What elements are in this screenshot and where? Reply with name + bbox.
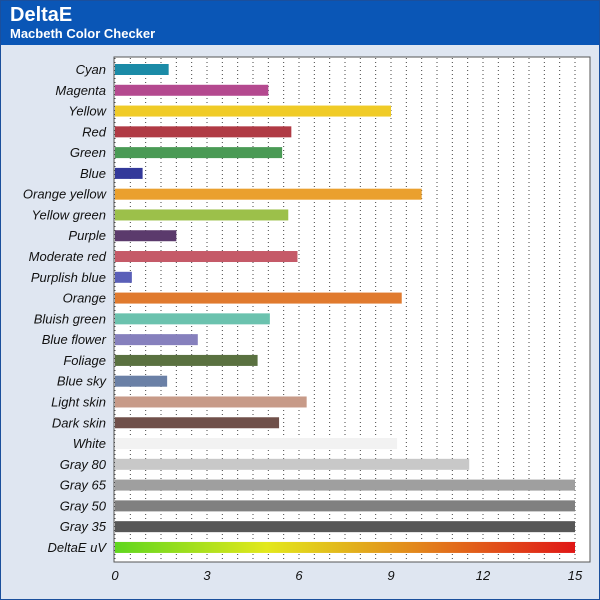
category-label: Blue [80,166,106,181]
category-label: Cyan [76,62,106,77]
category-label: Moderate red [29,249,107,264]
category-label: White [73,436,106,451]
chart-header: DeltaE Macbeth Color Checker [1,1,599,45]
bar-bluish-green [115,313,270,325]
bar-yellow-green [115,209,289,221]
bar-yellow [115,105,391,117]
x-tick-label: 3 [203,568,211,583]
bar-green [115,147,283,159]
x-tick-label: 0 [111,568,119,583]
category-label: Foliage [63,353,106,368]
bar-gray-50 [115,500,575,512]
plot-area [113,56,591,563]
bar-blue [115,167,143,179]
bar-gray-35 [115,521,575,533]
chart-title: DeltaE [10,4,73,26]
category-label: Orange yellow [23,187,108,202]
category-label: Yellow [68,104,107,119]
bar-red [115,126,292,138]
bar-orange-yellow [115,188,422,200]
category-label: Gray 35 [60,519,107,534]
x-tick-label: 12 [476,568,491,583]
bar-gray-80 [115,458,470,470]
bar-orange [115,292,402,304]
category-label: Yellow green [32,207,106,222]
x-tick-label: 6 [295,568,303,583]
bar-dark-skin [115,417,280,429]
bar-moderate-red [115,251,298,263]
bar-gray-65 [115,479,575,491]
bar-white [115,438,398,450]
category-label: Green [70,145,106,160]
category-label: Magenta [55,83,106,98]
x-tick-label: 15 [568,568,583,583]
category-label: Blue sky [57,374,108,389]
bar-blue-flower [115,334,198,346]
bar-cyan [115,64,169,75]
bar-deltae-uv [115,541,575,553]
category-label: Purple [68,228,106,243]
category-label: DeltaE uV [47,540,107,555]
bar-magenta [115,84,269,96]
category-label: Light skin [51,394,106,409]
category-label: Orange [63,291,106,306]
category-label: Gray 50 [60,498,107,513]
category-label: Purplish blue [31,270,106,285]
category-label: Dark skin [52,415,106,430]
category-label: Gray 80 [60,457,107,472]
chart-subtitle: Macbeth Color Checker [10,26,156,41]
x-tick-label: 9 [387,568,394,583]
category-label: Gray 65 [60,478,107,493]
bar-light-skin [115,396,307,408]
bar-purplish-blue [115,271,132,283]
category-label: Red [82,124,107,139]
category-label: Bluish green [34,311,106,326]
bar-purple [115,230,177,242]
category-label: Blue flower [42,332,107,347]
bar-foliage [115,354,258,366]
bar-blue-sky [115,375,168,387]
